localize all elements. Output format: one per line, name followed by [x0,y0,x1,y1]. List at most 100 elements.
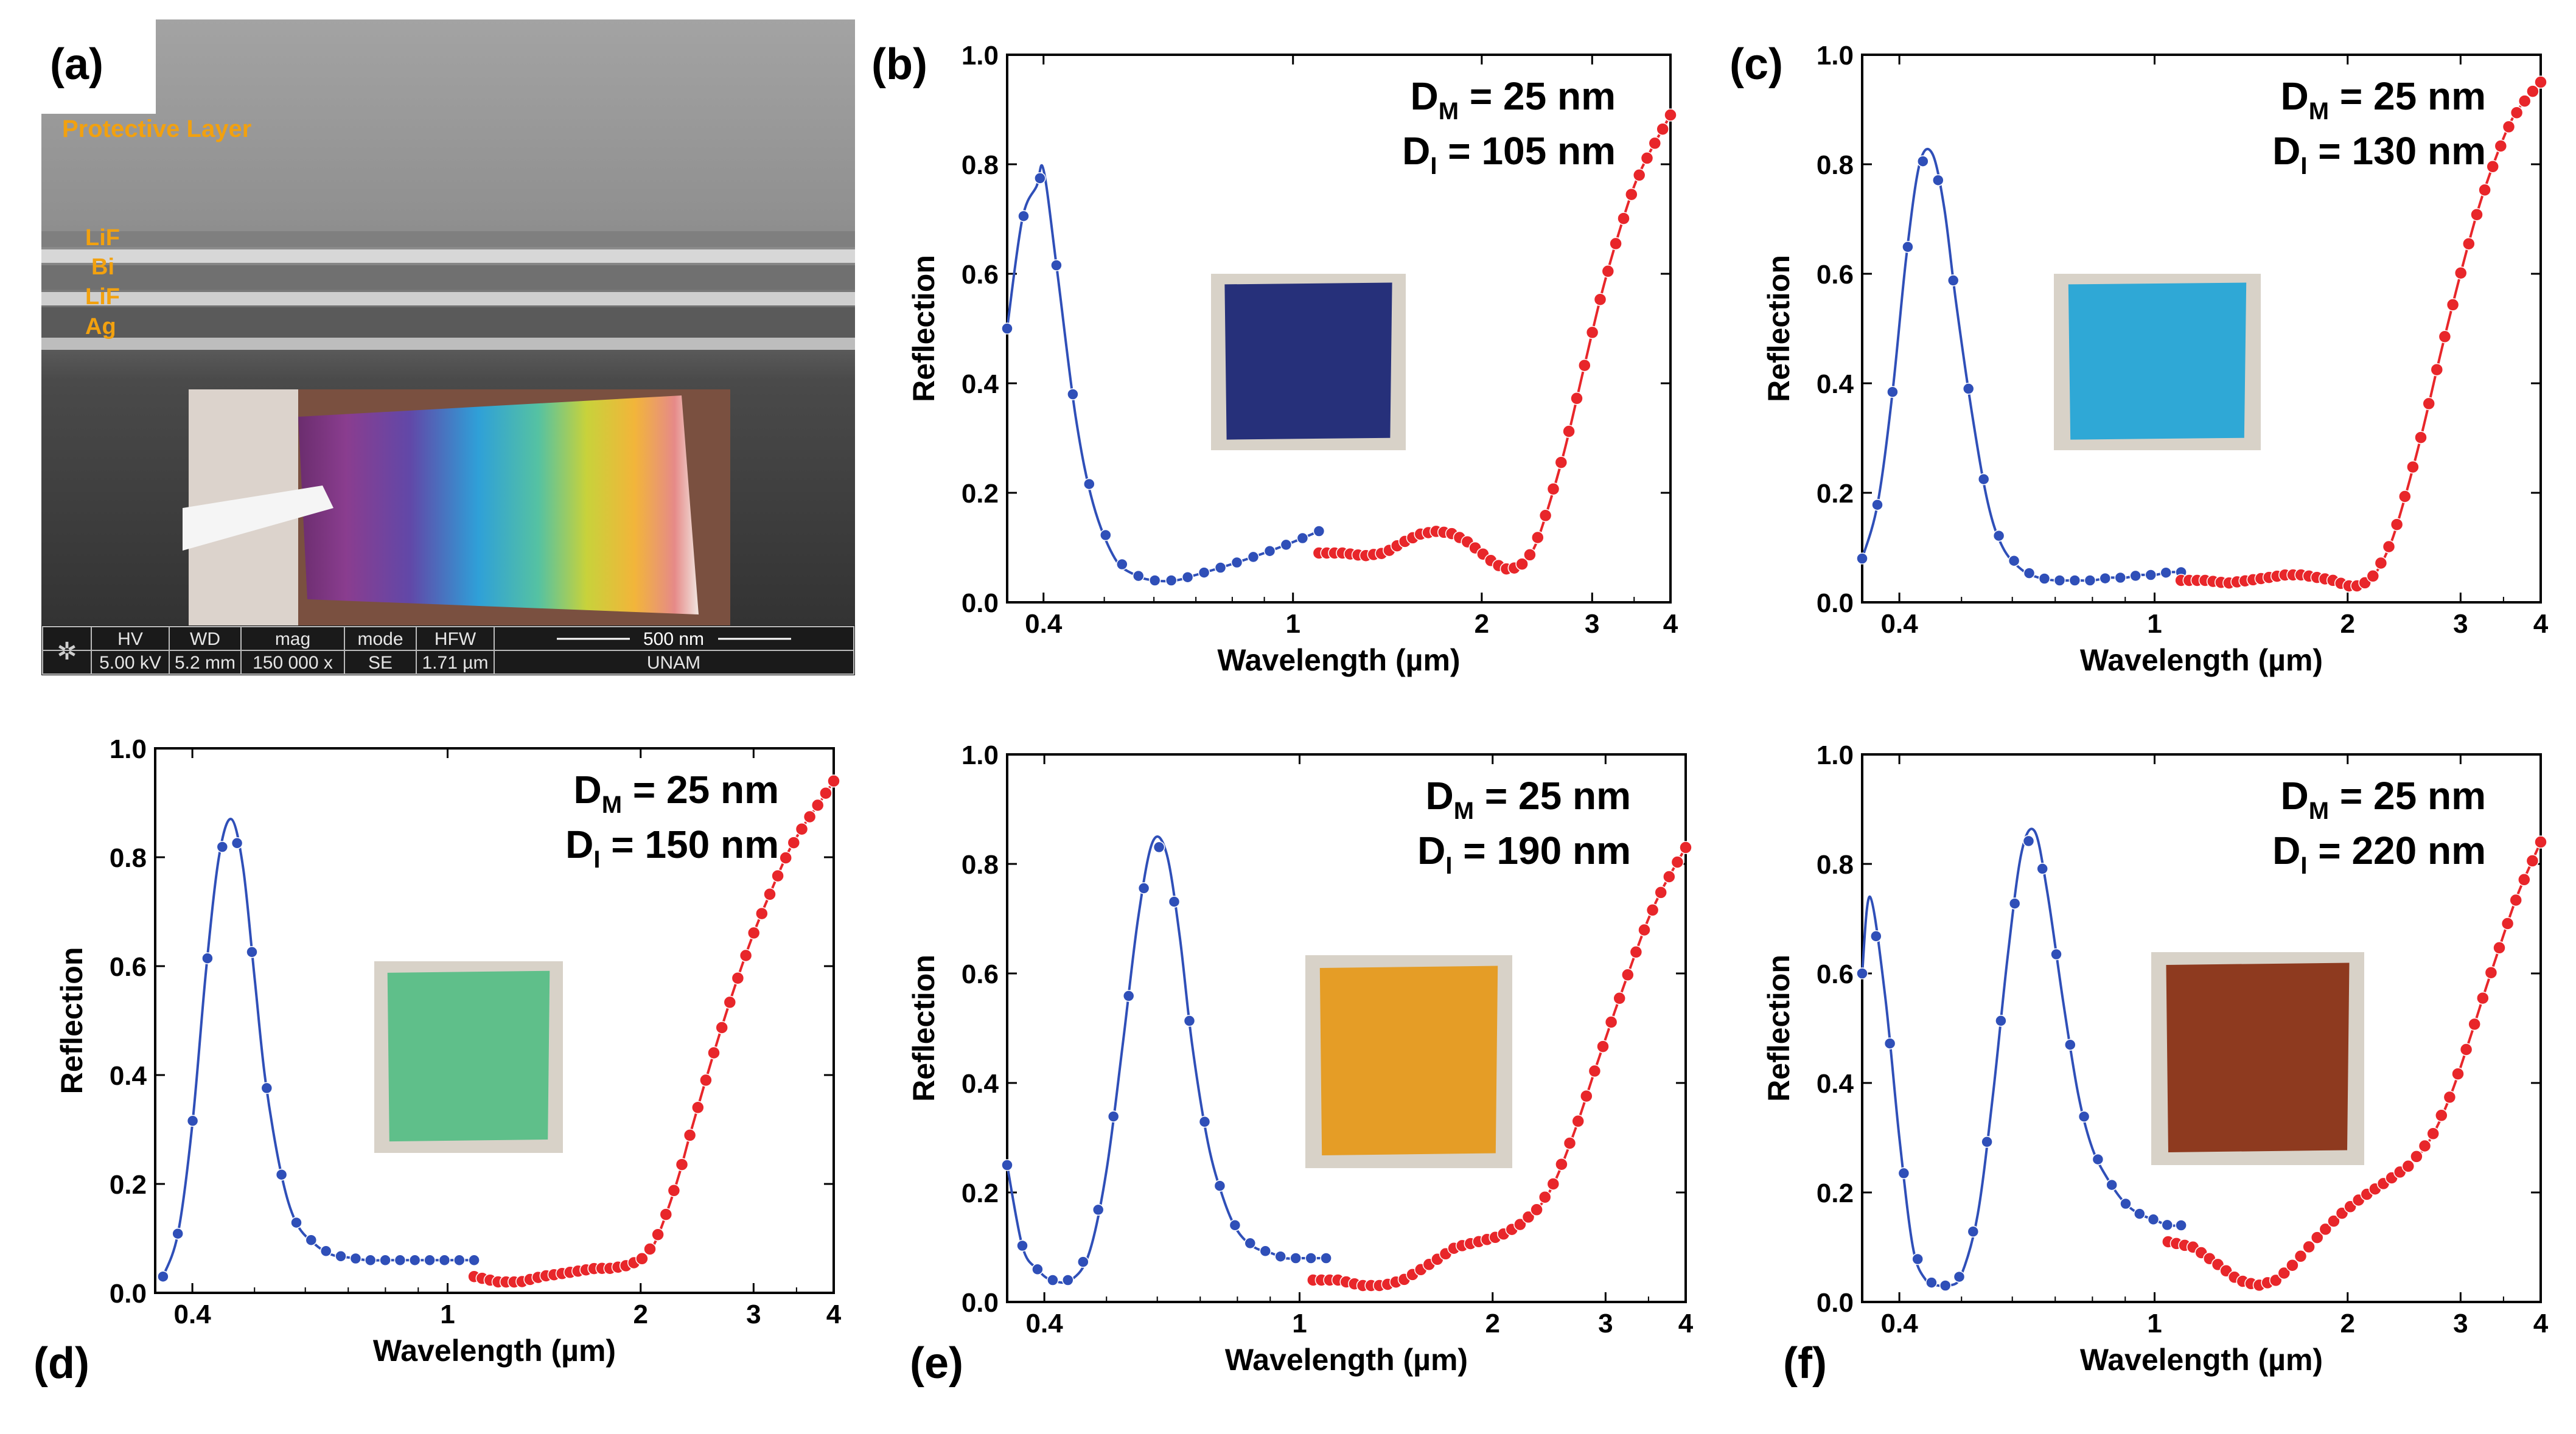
x-axis-label-c: Wavelength (µm) [2080,643,2323,677]
rainbow-sample [298,395,699,614]
data-point-f-infrared-20 [2327,1214,2340,1228]
label-bi: Bi [91,254,114,280]
sem-val-hv: 5.00 kV [99,653,161,673]
data-point-b-infrared-27 [1523,548,1537,562]
data-point-f-infrared-40 [2493,941,2506,955]
data-point-d-visible-10 [305,1234,318,1246]
data-point-b-infrared-41 [1632,169,1646,182]
data-point-e-infrared-25 [1513,1217,1527,1231]
x-tick-label-b-3: 3 [1585,609,1599,639]
x-tick-label-b-2: 2 [1475,609,1489,639]
data-point-d-visible-20 [453,1254,466,1267]
layer-band-3 [41,265,855,290]
chart-panel-c: 0.0 0.2 0.4 0.6 0.8 1.0 0.4 1 2 3 4 Wavelength (µm)… [1762,41,2549,677]
data-point-f-infrared-41 [2501,917,2515,930]
y-tick-label-f-5: 1.0 [1817,740,1854,770]
data-point-b-visible-11 [1181,571,1194,583]
y-tick-label-e-1: 0.2 [962,1178,999,1208]
sample-photo-f [2166,962,2350,1152]
data-point-e-infrared-30 [1555,1157,1568,1171]
data-point-e-infrared-41 [1646,903,1660,917]
data-point-c-infrared-44 [2526,85,2539,98]
y-axis-label-f: Reflection [1762,955,1796,1102]
data-point-f-visible-16 [2078,1110,2090,1122]
data-point-b-visible-2 [1034,172,1046,184]
data-point-f-visible-15 [2064,1039,2076,1051]
data-point-c-visible-8 [1977,473,1990,486]
data-point-f-infrared-37 [2468,1017,2481,1031]
data-point-c-visible-20 [2160,566,2172,579]
data-point-e-visible-11 [1168,896,1181,908]
panel-letter-e: (e) [910,1339,963,1388]
data-point-c-visible-15 [2084,574,2096,586]
plot-frame-d [154,747,835,1294]
data-point-c-infrared-25 [2374,556,2388,570]
data-point-d-visible-18 [424,1254,436,1267]
data-point-f-infrared-35 [2451,1067,2465,1081]
data-point-f-visible-20 [2134,1208,2146,1220]
data-point-f-visible-8 [1967,1225,1980,1238]
annotation-dm-f: DM = 25 nm [2281,774,2486,824]
x-tick-label-b-1: 1 [1285,609,1300,639]
x-tick-label-f-1: 1 [2147,1309,2162,1338]
data-point-b-infrared-29 [1538,509,1552,523]
data-point-e-infrared-26 [1521,1210,1535,1224]
data-point-e-visible-9 [1137,882,1150,894]
sem-hdr-wd: WD [190,629,220,649]
data-point-d-visible-1 [172,1227,184,1240]
data-point-e-infrared-34 [1588,1064,1602,1078]
data-point-e-infrared-39 [1629,945,1643,959]
data-point-d-infrared-30 [707,1046,721,1060]
data-point-b-visible-8 [1132,569,1145,582]
data-point-f-infrared-30 [2410,1150,2423,1163]
y-tick-label-c-0: 0.0 [1817,588,1854,618]
data-point-b-infrared-34 [1578,358,1591,372]
data-point-e-infrared-28 [1538,1190,1552,1204]
data-point-d-infrared-24 [659,1208,673,1221]
data-point-c-visible-19 [2145,569,2157,581]
data-point-e-visible-8 [1122,990,1135,1002]
data-point-e-infrared-43 [1663,870,1676,883]
data-point-e-visible-3 [1047,1274,1059,1286]
data-point-c-infrared-32 [2430,363,2444,377]
data-point-f-infrared-33 [2435,1109,2448,1122]
x-tick-label-e-1: 1 [1292,1309,1307,1338]
data-point-b-visible-6 [1100,529,1112,541]
y-tick-label-d-2: 0.4 [110,1061,147,1091]
data-point-f-infrared-13 [2269,1273,2283,1287]
x-tick-label-e-4: 4 [1678,1309,1694,1338]
data-point-b-visible-3 [1050,259,1063,271]
data-point-c-infrared-43 [2518,94,2532,108]
sem-hdr-mag: mag [275,629,310,649]
y-tick-label-d-3: 0.6 [110,952,147,982]
data-point-b-infrared-43 [1648,136,1662,150]
data-point-c-visible-16 [2099,572,2112,585]
data-point-c-infrared-26 [2382,540,2396,554]
data-point-d-visible-0 [157,1270,169,1283]
data-point-b-visible-13 [1214,562,1227,574]
data-point-d-infrared-44 [819,786,832,800]
data-point-b-visible-7 [1116,558,1128,571]
data-point-f-visible-21 [2147,1213,2160,1226]
y-tick-label-b-0: 0.0 [962,588,999,618]
data-point-e-infrared-29 [1546,1177,1560,1191]
data-point-b-infrared-31 [1554,456,1568,469]
data-point-c-visible-9 [1992,529,2005,542]
data-point-f-infrared-38 [2476,991,2490,1005]
y-tick-label-f-1: 0.2 [1817,1178,1854,1208]
data-point-f-visible-10 [1995,1015,2007,1027]
x-tick-label-c-1: 1 [2147,609,2162,639]
data-point-b-infrared-45 [1664,108,1677,122]
data-point-e-visible-14 [1213,1180,1226,1192]
y-tick-label-c-1: 0.2 [1817,479,1854,509]
label-ag: Ag [85,314,116,339]
data-point-e-visible-1 [1016,1239,1028,1252]
data-point-c-infrared-42 [2510,106,2524,119]
data-point-f-infrared-19 [2319,1222,2333,1236]
x-tick-label-d-3: 3 [746,1300,761,1329]
annotation-dm-d: DM = 25 nm [574,768,779,818]
panel-letter-c: (c) [1730,40,1783,89]
data-point-c-visible-7 [1962,383,1975,395]
data-point-e-infrared-37 [1613,992,1626,1005]
data-point-c-visible-13 [2053,574,2066,586]
